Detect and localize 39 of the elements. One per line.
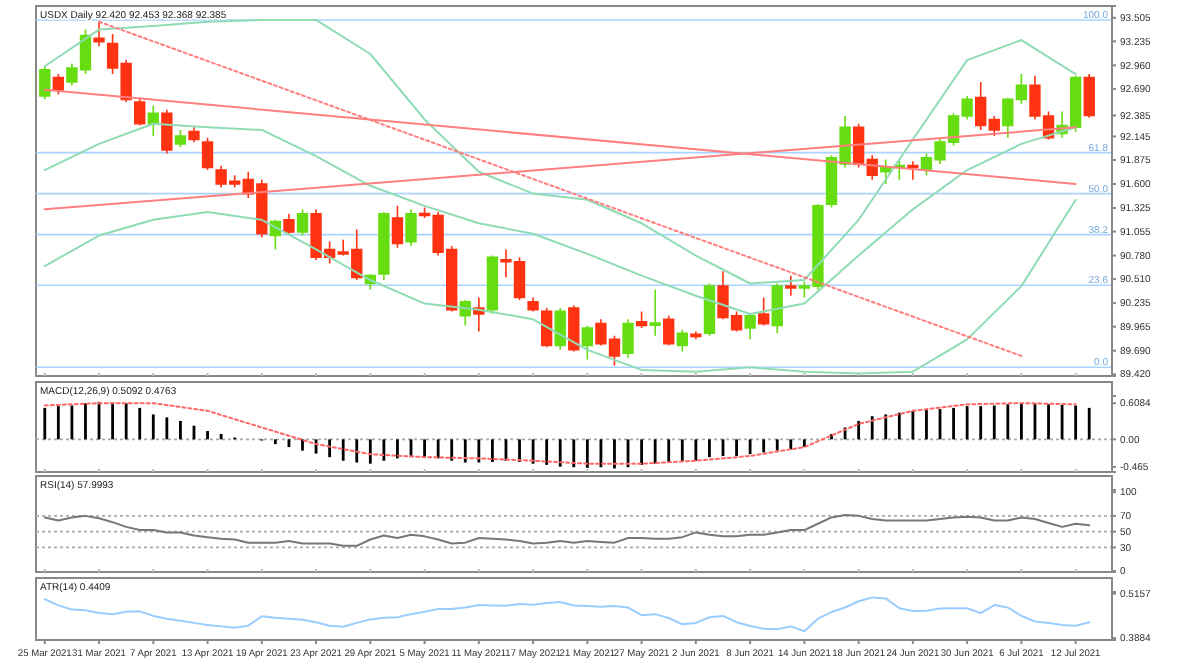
candlestick [744, 313, 756, 341]
candlestick [283, 212, 295, 235]
line-series [43, 514, 1091, 547]
candlestick [649, 288, 661, 337]
candlestick [201, 136, 214, 171]
line-series [43, 122, 1077, 316]
candlestick [188, 126, 200, 143]
candlestick [785, 274, 797, 297]
candlestick [527, 296, 539, 313]
candlestick [378, 211, 390, 281]
candlestick [296, 208, 309, 237]
line-series [43, 198, 1077, 375]
candlestick [134, 96, 146, 127]
candlestick [174, 129, 187, 149]
candlestick [39, 65, 51, 101]
candlestick [703, 282, 716, 337]
candlestick [663, 314, 675, 347]
candlestick [758, 296, 770, 327]
candlestick [690, 330, 702, 341]
candlestick [161, 109, 173, 155]
line-series [43, 18, 1077, 285]
candlestick [93, 20, 105, 47]
candlestick [622, 318, 634, 359]
candlestick [907, 160, 919, 181]
candlestick [391, 205, 404, 249]
candlestick [771, 282, 783, 335]
candlestick [52, 73, 65, 95]
candlestick [1083, 73, 1095, 119]
line-series [43, 402, 1077, 465]
candlestick [147, 104, 159, 137]
candlestick [405, 208, 417, 247]
candlestick [486, 254, 499, 315]
candlestick [581, 324, 594, 361]
candlestick [568, 304, 580, 353]
line-series [43, 596, 1091, 633]
candlestick [676, 328, 688, 353]
candlestick [554, 307, 566, 351]
candlestick [635, 310, 648, 329]
candlestick [880, 158, 892, 185]
